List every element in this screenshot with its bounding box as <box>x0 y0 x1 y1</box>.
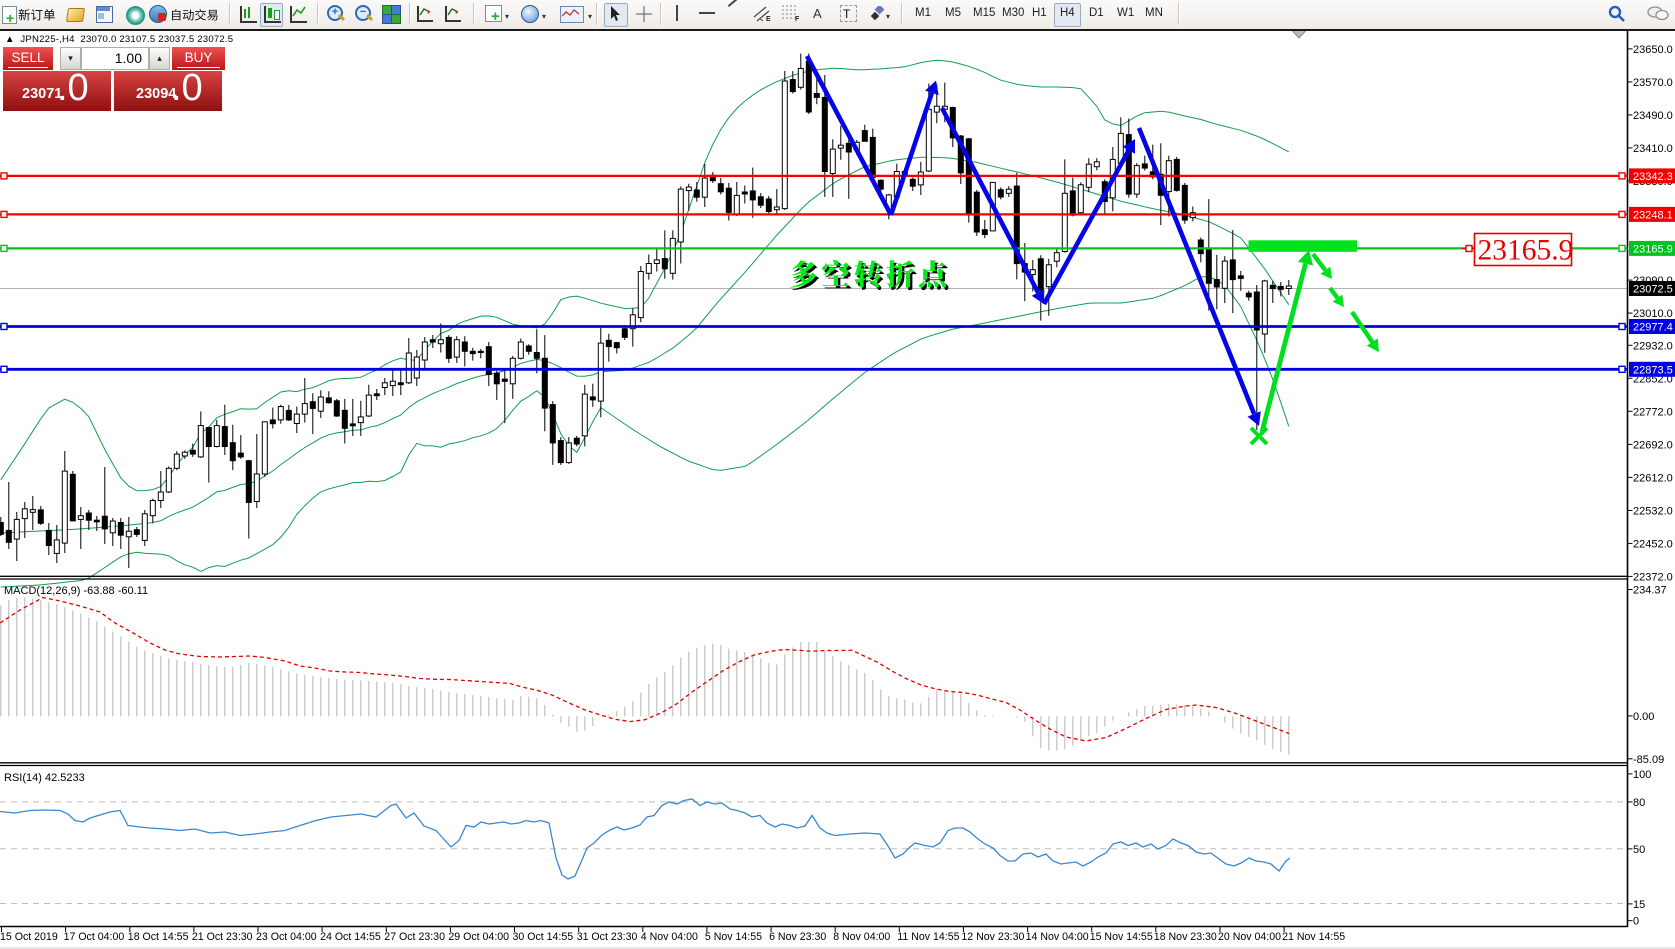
svg-text:22692.0: 22692.0 <box>1633 439 1673 451</box>
svg-text:23570.0: 23570.0 <box>1633 77 1673 89</box>
svg-text:22372.0: 22372.0 <box>1633 571 1673 583</box>
svg-text:23490.0: 23490.0 <box>1633 110 1673 122</box>
svg-text:22532.0: 22532.0 <box>1633 505 1673 517</box>
svg-text:27 Oct 23:30: 27 Oct 23:30 <box>384 931 445 943</box>
svg-text:31 Oct 23:30: 31 Oct 23:30 <box>577 931 638 943</box>
svg-text:20 Nov 04:00: 20 Nov 04:00 <box>1218 931 1281 943</box>
svg-text:50: 50 <box>1633 844 1645 856</box>
svg-text:23072.5: 23072.5 <box>1633 284 1673 296</box>
svg-text:21 Nov 14:55: 21 Nov 14:55 <box>1282 931 1345 943</box>
svg-text:22932.0: 22932.0 <box>1633 340 1673 352</box>
svg-text:22452.0: 22452.0 <box>1633 538 1673 550</box>
svg-text:15 Oct 2019: 15 Oct 2019 <box>0 931 58 943</box>
svg-text:8 Nov 04:00: 8 Nov 04:00 <box>833 931 890 943</box>
svg-text:24 Oct 14:55: 24 Oct 14:55 <box>320 931 381 943</box>
svg-text:-85.09: -85.09 <box>1633 754 1664 766</box>
svg-text:22977.4: 22977.4 <box>1633 322 1673 334</box>
svg-text:6 Nov 23:30: 6 Nov 23:30 <box>769 931 826 943</box>
svg-text:15: 15 <box>1633 899 1645 911</box>
svg-text:11 Nov 14:55: 11 Nov 14:55 <box>897 931 959 943</box>
svg-text:0: 0 <box>1633 916 1639 928</box>
svg-text:22612.0: 22612.0 <box>1633 472 1673 484</box>
svg-text:23342.3: 23342.3 <box>1633 171 1673 183</box>
svg-text:100: 100 <box>1633 769 1651 781</box>
svg-text:12 Nov 23:30: 12 Nov 23:30 <box>961 931 1024 943</box>
svg-text:30 Oct 14:55: 30 Oct 14:55 <box>513 931 574 943</box>
svg-text:23165.9: 23165.9 <box>1633 243 1673 255</box>
svg-text:23410.0: 23410.0 <box>1633 143 1673 155</box>
svg-text:5 Nov 14:55: 5 Nov 14:55 <box>705 931 762 943</box>
svg-text:22772.0: 22772.0 <box>1633 406 1673 418</box>
svg-text:234.37: 234.37 <box>1633 585 1667 597</box>
svg-text:23248.1: 23248.1 <box>1633 209 1673 221</box>
svg-text:17 Oct 04:00: 17 Oct 04:00 <box>64 931 125 943</box>
svg-text:22873.5: 22873.5 <box>1633 364 1673 376</box>
svg-text:21 Oct 23:30: 21 Oct 23:30 <box>192 931 253 943</box>
svg-text:MACD(12,26,9) -63.88 -60.11: MACD(12,26,9) -63.88 -60.11 <box>4 585 148 597</box>
svg-text:0.00: 0.00 <box>1633 711 1654 723</box>
svg-text:4 Nov 04:00: 4 Nov 04:00 <box>641 931 698 943</box>
svg-text:80: 80 <box>1633 797 1645 809</box>
svg-text:23 Oct 04:00: 23 Oct 04:00 <box>256 931 317 943</box>
svg-text:14 Nov 04:00: 14 Nov 04:00 <box>1026 931 1089 943</box>
svg-text:23165.9: 23165.9 <box>1478 235 1574 267</box>
svg-text:18 Nov 23:30: 18 Nov 23:30 <box>1154 931 1217 943</box>
svg-text:23650.0: 23650.0 <box>1633 44 1673 56</box>
svg-text:15 Nov 14:55: 15 Nov 14:55 <box>1090 931 1153 943</box>
svg-text:29 Oct 04:00: 29 Oct 04:00 <box>448 931 509 943</box>
svg-text:23010.0: 23010.0 <box>1633 308 1673 320</box>
svg-text:18 Oct 14:55: 18 Oct 14:55 <box>128 931 189 943</box>
svg-text:RSI(14) 42.5233: RSI(14) 42.5233 <box>4 772 85 784</box>
